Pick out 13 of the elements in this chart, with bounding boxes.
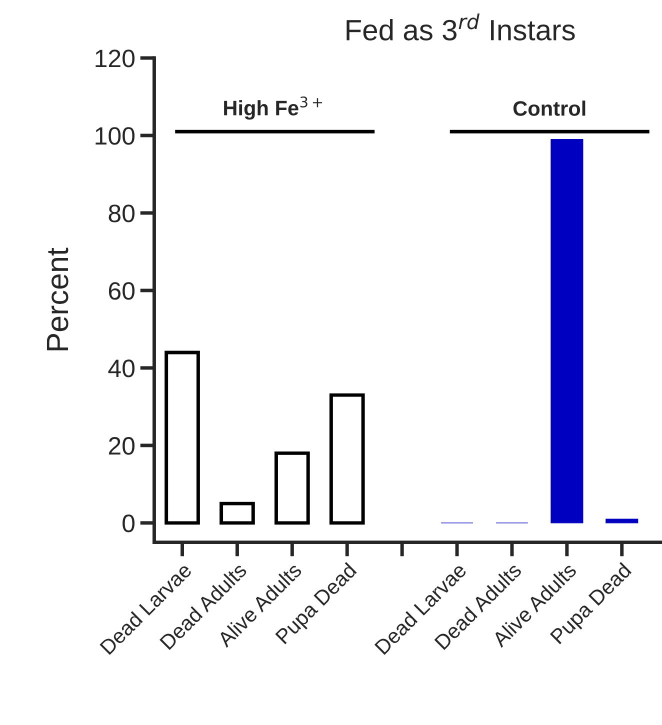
y-tick-label: 20 [108,437,135,455]
chart-title: Fed as 3$^{rd}$ Instars [346,14,575,40]
y-tick-label: 80 [108,204,135,222]
y-tick-label: 0 [122,514,135,532]
annotation: High Fe$^{3+}$ [224,96,322,120]
y-tick-label: 60 [108,282,135,300]
bar [550,139,584,524]
y-tick-label: 100 [96,127,135,145]
y-tick-label: 40 [108,360,135,378]
y-tick-label: 120 [96,50,135,68]
y-axis-title: Percent [46,248,68,350]
bar [606,518,638,524]
annotation: Control [513,100,586,116]
